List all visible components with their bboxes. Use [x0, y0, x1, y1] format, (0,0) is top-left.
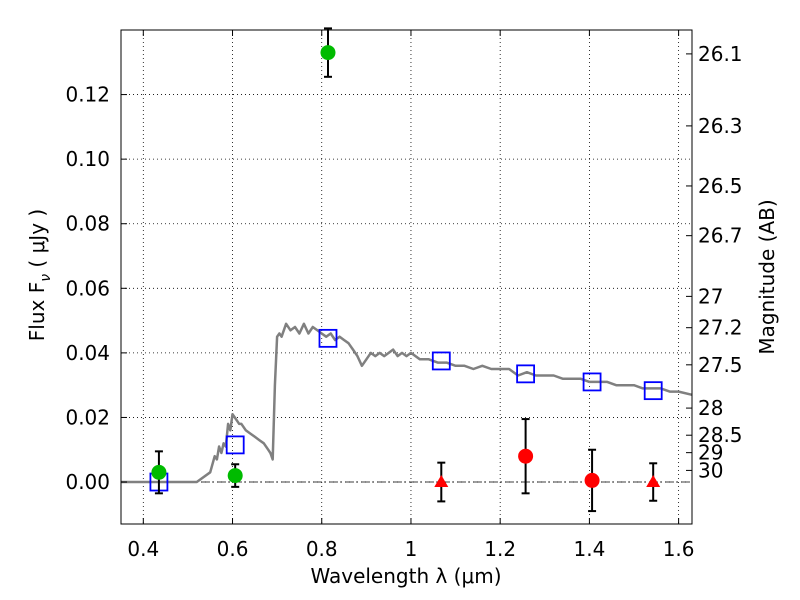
right-tick-label: 28	[698, 396, 723, 420]
y-tick-label: 0.00	[65, 470, 110, 494]
x-tick-label: 0.4	[127, 537, 159, 561]
y-tick-label: 0.06	[65, 276, 110, 300]
model-photometry-square	[582, 372, 602, 392]
x-tick-label: 1.4	[573, 537, 605, 561]
right-tick-label: 26.5	[698, 174, 743, 198]
green-detection-point	[227, 468, 243, 484]
y-tick-label: 0.10	[65, 147, 110, 171]
y-tick-label: 0.02	[65, 405, 110, 429]
y-tick-label: 0.08	[65, 212, 110, 236]
plot-frame	[120, 29, 693, 525]
right-tick-label: 27	[698, 284, 723, 308]
right-tick-label: 27.2	[698, 316, 743, 340]
right-tick-label: 28.5	[698, 423, 743, 447]
upper-limit-triangle	[646, 475, 661, 488]
y-tick-label: 0.12	[65, 83, 110, 107]
model-photometry-square	[516, 364, 536, 384]
x-tick-label: 1.6	[663, 537, 695, 561]
green-detection-point	[320, 45, 336, 61]
red-detection-point	[584, 472, 600, 488]
plot-background	[121, 30, 692, 524]
green-detection-point	[151, 464, 167, 480]
model-photometry-square	[318, 328, 338, 348]
y-tick-label: 0.04	[65, 341, 110, 365]
x-axis-label: Wavelength λ (μm)	[310, 564, 501, 588]
right-tick-label: 26.7	[698, 224, 743, 248]
right-tick-label: 27.5	[698, 353, 743, 377]
model-photometry-square	[643, 381, 663, 401]
tick-layer: 0.4 0.6 0.8 1 1.2 1.4 1.6 0.00 0.02 0.04 0.06 0.08 0…	[65, 30, 743, 561]
x-tick-label: 0.6	[217, 537, 249, 561]
red-detection-point	[518, 448, 534, 464]
model-photometry-square	[431, 351, 451, 371]
right-tick-label: 30	[698, 458, 723, 482]
right-tick-label: 26.1	[698, 42, 743, 66]
series-layer	[121, 27, 693, 513]
right-tick-label: 26.3	[698, 114, 743, 138]
right-tick-label: 29	[698, 441, 723, 465]
x-tick-label: 0.8	[306, 537, 338, 561]
x-tick-label: 1	[405, 537, 418, 561]
model-spectrum-line	[121, 322, 693, 484]
x-tick-label: 1.2	[484, 537, 516, 561]
model-photometry-square	[225, 435, 245, 455]
y-axis-right-label: Magnitude (AB)	[755, 199, 779, 354]
y-axis-label: Flux Fν ( μJy )	[25, 209, 54, 341]
upper-limit-triangle	[434, 475, 449, 488]
